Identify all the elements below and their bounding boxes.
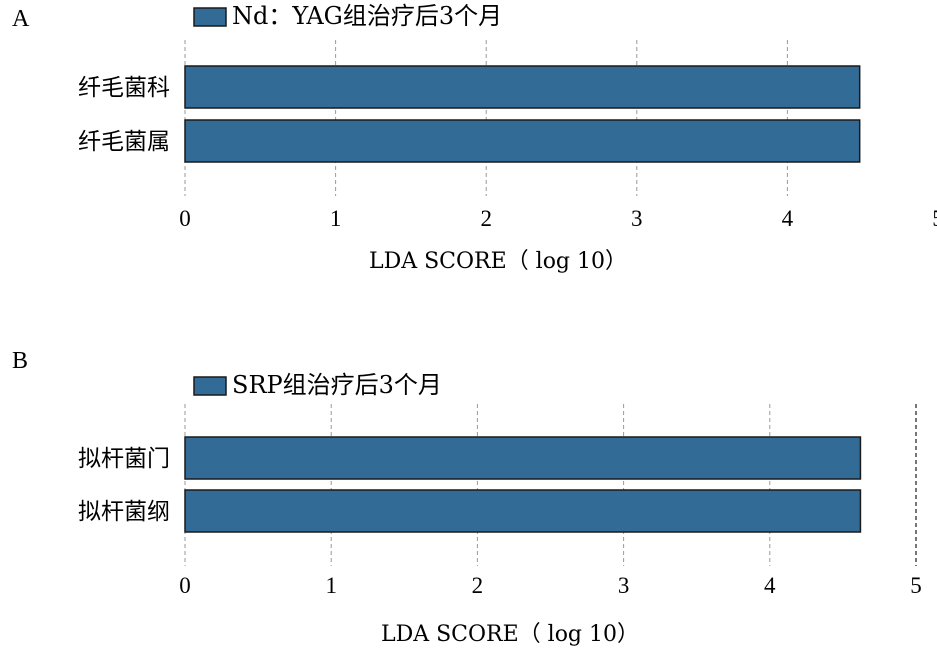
x-tick-label: 2: [472, 573, 484, 598]
x-axis-label: LDA SCORE（ log 10）: [369, 249, 627, 274]
legend-swatch: [193, 376, 227, 396]
panel-label: B: [12, 348, 28, 374]
x-tick-label: 3: [631, 206, 643, 231]
x-tick-label: 2: [480, 206, 492, 231]
bar: [184, 436, 862, 480]
category-label: 纤毛菌属: [78, 129, 170, 155]
x-tick-label: 1: [330, 206, 342, 231]
x-tick-label: 1: [325, 573, 337, 598]
category-label: 拟杆菌纲: [78, 499, 170, 525]
x-tick-label: 5: [932, 206, 937, 231]
bar: [184, 119, 861, 163]
legend-label: Nd：YAG组治疗后3个月: [232, 2, 502, 30]
x-tick-label: 0: [179, 206, 191, 231]
category-label: 纤毛菌科: [78, 75, 170, 101]
panel-label: A: [12, 6, 30, 32]
x-tick-label: 4: [782, 206, 794, 231]
x-tick-label: 0: [179, 573, 191, 598]
bar: [184, 65, 861, 109]
legend-label: SRP组治疗后3个月: [232, 371, 442, 399]
bar: [184, 489, 862, 533]
x-axis-label: LDA SCORE（ log 10）: [381, 622, 639, 647]
x-tick-label: 4: [764, 573, 776, 598]
legend-swatch: [193, 7, 227, 27]
x-tick-label: 3: [618, 573, 630, 598]
category-label: 拟杆菌门: [78, 446, 170, 472]
x-tick-label: 5: [910, 573, 922, 598]
